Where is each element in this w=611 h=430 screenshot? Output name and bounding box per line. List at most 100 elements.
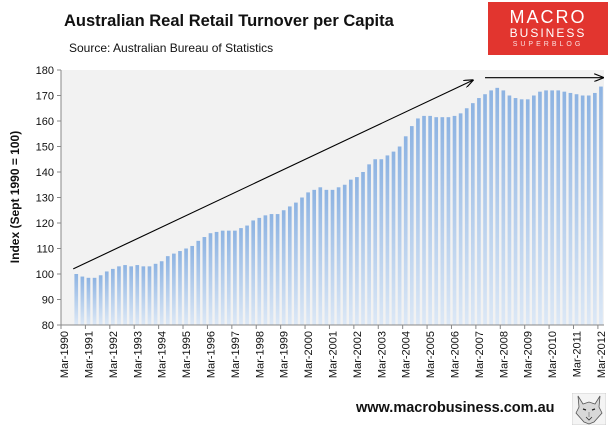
bar-Jun-2000 bbox=[312, 189, 317, 325]
x-tick-label: Mar-2000 bbox=[303, 331, 315, 378]
y-tick-label: 90 bbox=[42, 295, 54, 307]
bar-Mar-1991 bbox=[86, 277, 91, 325]
bar-Sep-2007 bbox=[489, 90, 493, 326]
bar-Jun-1999 bbox=[287, 206, 292, 325]
macrobusiness-logo[interactable]: MACRO BUSINESS SUPERBLOG bbox=[488, 2, 608, 55]
bar-Dec-1996 bbox=[226, 230, 231, 325]
bar-Sep-1999 bbox=[294, 202, 298, 325]
bar-Mar-2006 bbox=[452, 115, 457, 326]
bar-Dec-2004 bbox=[422, 115, 426, 326]
chart-title: Australian Real Retail Turnover per Capi… bbox=[64, 12, 394, 30]
bar-Sep-1990 bbox=[74, 274, 79, 325]
bar-Mar-2012 bbox=[599, 86, 603, 325]
x-tick-label: Mar-2010 bbox=[547, 331, 559, 378]
x-tick-label: Mar-1995 bbox=[181, 331, 193, 378]
bar-Mar-2002 bbox=[355, 177, 359, 325]
bar-Mar-2004 bbox=[403, 136, 408, 325]
bar-Sep-1995 bbox=[196, 240, 201, 325]
bar-Mar-2009 bbox=[525, 99, 530, 325]
bar-Sep-1993 bbox=[147, 266, 152, 325]
bar-Mar-2001 bbox=[330, 189, 335, 325]
bar-Jun-1994 bbox=[165, 256, 170, 325]
y-tick-label: 160 bbox=[36, 116, 54, 128]
bar-Dec-1997 bbox=[251, 220, 256, 325]
bar-Mar-1997 bbox=[233, 230, 237, 325]
x-tick-label: Mar-2002 bbox=[352, 331, 364, 378]
bar-Sep-2000 bbox=[318, 187, 323, 325]
bar-Dec-1999 bbox=[300, 197, 304, 325]
y-tick-label: 80 bbox=[42, 320, 54, 332]
y-axis-label: Index (Sept 1990 = 100) bbox=[8, 131, 22, 263]
bar-Jun-1997 bbox=[239, 228, 243, 325]
bar-Jun-1993 bbox=[141, 266, 146, 325]
bar-Sep-2003 bbox=[391, 151, 396, 325]
bar-Sep-2004 bbox=[416, 118, 420, 325]
x-tick-label: Mar-2004 bbox=[401, 331, 413, 378]
bar-Mar-2005 bbox=[428, 115, 432, 326]
x-tick-label: Mar-1992 bbox=[108, 331, 120, 378]
y-tick-label: 140 bbox=[36, 167, 54, 179]
y-tick-label: 100 bbox=[36, 269, 54, 281]
bar-Mar-2011 bbox=[574, 94, 579, 325]
bar-Jun-2002 bbox=[361, 172, 365, 325]
bar-Dec-1998 bbox=[275, 214, 280, 325]
x-tick-label: Mar-1997 bbox=[230, 331, 242, 378]
bar-Jun-2005 bbox=[434, 117, 439, 326]
x-tick-label: Mar-1990 bbox=[59, 331, 71, 378]
bar-Mar-2003 bbox=[379, 159, 384, 325]
website-url[interactable]: www.macrobusiness.com.au bbox=[356, 400, 555, 416]
bar-Mar-1993 bbox=[135, 265, 140, 325]
bar-Sep-1997 bbox=[245, 225, 249, 325]
bar-Dec-2003 bbox=[397, 146, 402, 325]
bar-Mar-1999 bbox=[281, 210, 286, 325]
bar-Jun-2011 bbox=[580, 95, 585, 325]
bar-Jun-1992 bbox=[117, 266, 121, 325]
y-tick-label: 180 bbox=[36, 65, 54, 77]
bar-Dec-2010 bbox=[568, 92, 573, 325]
bar-Mar-2010 bbox=[550, 90, 554, 326]
bar-Jun-2008 bbox=[507, 95, 512, 325]
x-tick-label: Mar-2011 bbox=[572, 331, 584, 377]
bar-Sep-2010 bbox=[562, 91, 567, 325]
x-tick-label: Mar-2006 bbox=[450, 331, 462, 378]
logo-line-1: MACRO bbox=[509, 7, 587, 27]
y-tick-label: 170 bbox=[36, 91, 54, 103]
x-tick-label: Mar-2008 bbox=[498, 331, 510, 378]
x-tick-label: Mar-2012 bbox=[596, 331, 608, 378]
bar-Dec-1991 bbox=[104, 271, 109, 325]
bar-Dec-2002 bbox=[373, 159, 378, 325]
bar-Mar-1996 bbox=[208, 233, 213, 325]
wolf-mascot-icon bbox=[572, 393, 606, 425]
bar-Jun-2001 bbox=[336, 187, 341, 325]
bar-Jun-1995 bbox=[190, 245, 194, 325]
x-tick-label: Mar-2003 bbox=[376, 331, 388, 378]
x-tick-label: Mar-1991 bbox=[84, 331, 96, 378]
bar-Jun-1991 bbox=[92, 277, 97, 325]
bar-Mar-1995 bbox=[184, 248, 188, 325]
bar-Sep-1991 bbox=[98, 275, 103, 325]
y-tick-label: 120 bbox=[36, 218, 54, 230]
y-tick-label: 130 bbox=[36, 193, 54, 205]
bar-Sep-1998 bbox=[269, 214, 274, 325]
y-tick-label: 110 bbox=[36, 244, 54, 256]
bar-Dec-2009 bbox=[544, 90, 548, 326]
bar-Dec-2000 bbox=[324, 189, 329, 325]
trend-arrow-rising bbox=[73, 80, 473, 270]
bar-Sep-2009 bbox=[538, 91, 542, 325]
logo-line-3: SUPERBLOG bbox=[512, 41, 584, 48]
x-tick-label: Mar-1994 bbox=[157, 331, 169, 378]
bar-Dec-2005 bbox=[446, 117, 451, 326]
bar-Sep-1992 bbox=[123, 265, 127, 325]
bar-Sep-2011 bbox=[586, 95, 591, 325]
x-tick-label: Mar-2007 bbox=[474, 331, 486, 378]
bar-Dec-1994 bbox=[178, 251, 182, 325]
bar-Sep-2001 bbox=[342, 184, 347, 325]
x-tick-label: Mar-2005 bbox=[425, 331, 437, 378]
x-tick-label: Mar-1996 bbox=[206, 331, 218, 378]
bar-Sep-2005 bbox=[440, 117, 445, 326]
logo-line-2: BUSINESS bbox=[509, 26, 587, 40]
bar-Dec-1995 bbox=[202, 237, 207, 325]
bar-Dec-2007 bbox=[495, 87, 500, 325]
bar-Dec-2008 bbox=[519, 99, 524, 325]
